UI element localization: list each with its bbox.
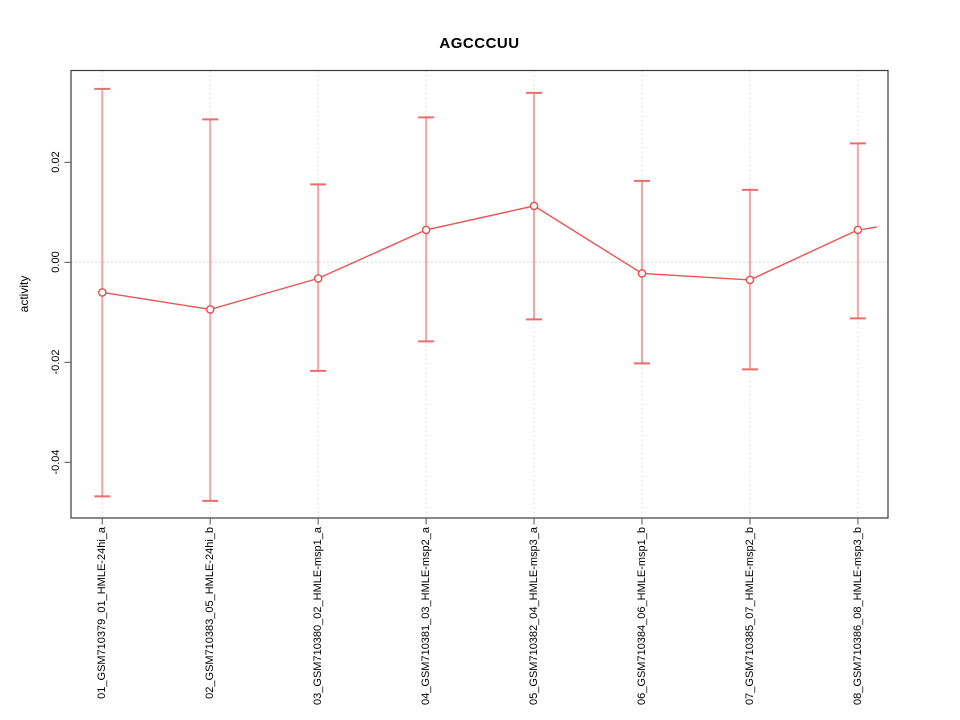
data-point-marker (421, 225, 431, 235)
data-point-marker (637, 269, 647, 278)
series-line-tail (862, 226, 877, 231)
y-axis-title: activity (17, 275, 31, 313)
data-point-marker (313, 274, 323, 283)
data-point-marker (529, 201, 539, 211)
y-tick-label: -0.02 (50, 349, 62, 375)
x-tick-label: 01_GSM710379_01_HMLE-24hi_a (96, 527, 109, 699)
x-tick-label: 05_GSM710382_04_HMLE-msp3_a (528, 527, 541, 705)
data-point-marker (853, 225, 863, 235)
data-point-marker (98, 288, 107, 297)
x-tick-label: 04_GSM710381_03_HMLE-msp2_a (420, 527, 433, 705)
x-tick-label: 08_GSM710386_08_HMLE-msp3_b (851, 527, 864, 705)
y-tick-label: 0.00 (50, 251, 62, 274)
x-tick-label: 03_GSM710380_02_HMLE-msp1_a (312, 527, 325, 705)
y-tick-label: 0.02 (50, 151, 62, 174)
x-tick-label: 06_GSM710384_06_HMLE-msp1_b (636, 527, 648, 705)
data-point-marker (745, 275, 755, 285)
x-tick-label: 02_GSM710383_05_HMLE-24hi_b (204, 527, 217, 699)
y-tick-label: -0.04 (50, 449, 62, 475)
series-line (102, 205, 859, 311)
chart-title: AGCCCUU (439, 35, 520, 52)
x-tick-label: 07_GSM710385_07_HMLE-msp2_b (743, 527, 756, 705)
data-point-marker (205, 305, 215, 314)
plot-box (70, 69, 889, 519)
